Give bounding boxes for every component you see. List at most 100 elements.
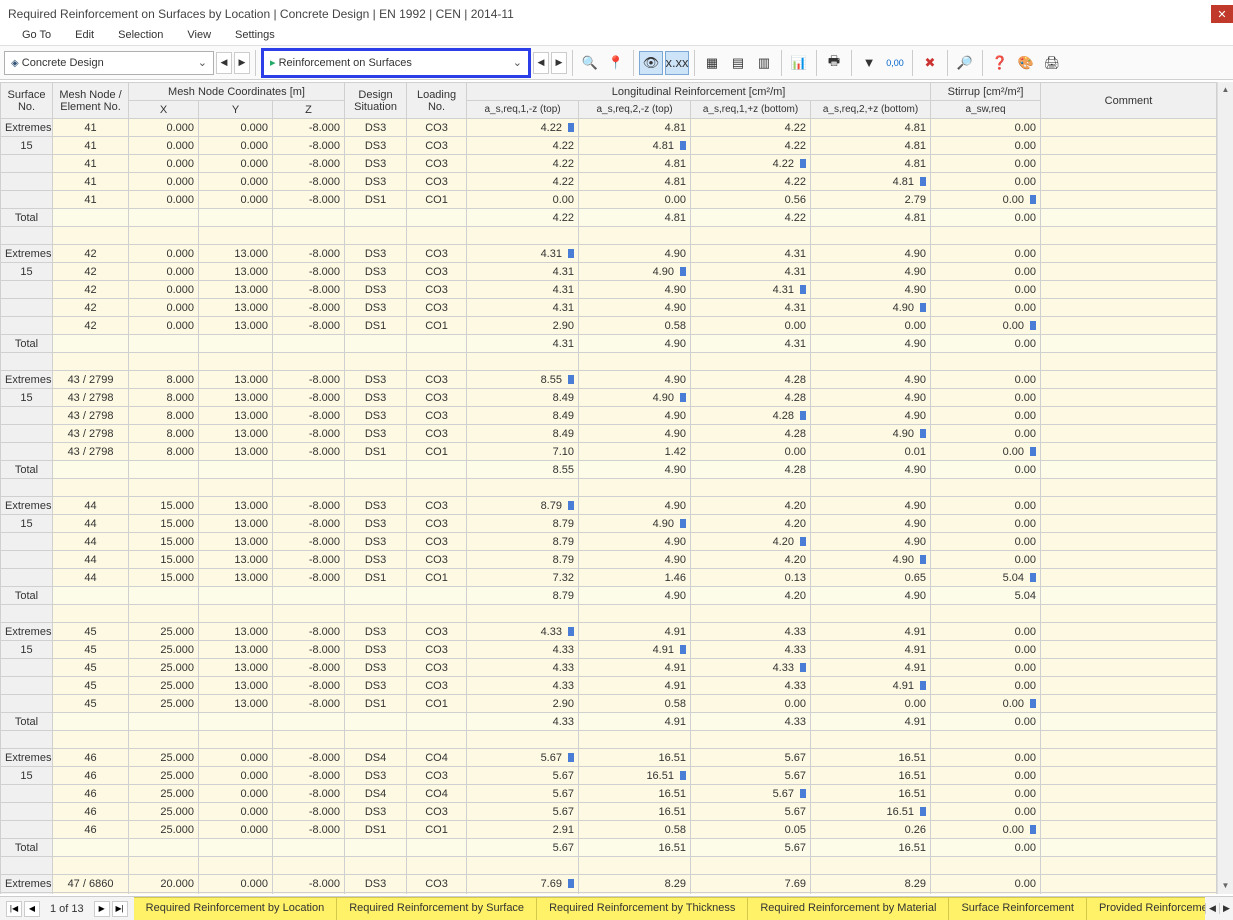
table-row[interactable]: 43 / 2798 8.00013.000-8.000 DS1CO1 7.10 … — [1, 443, 1217, 461]
col-design-sit[interactable]: DesignSituation — [345, 83, 407, 119]
table-row[interactable]: 15 45 25.00013.000-8.000 DS3CO3 4.33 4.9… — [1, 641, 1217, 659]
print-icon[interactable]: 🖨 — [1040, 51, 1064, 75]
menu-edit[interactable]: Edit — [65, 27, 104, 43]
table-row[interactable]: 41 0.0000.000-8.000 DS1CO1 0.00 0.00 0.5… — [1, 191, 1217, 209]
menu-settings[interactable]: Settings — [225, 27, 285, 43]
grid-icon-1[interactable]: ▦ — [700, 51, 724, 75]
filter-icon[interactable]: 🔍 — [578, 51, 602, 75]
tab-scroll-left[interactable]: ◀ — [1205, 903, 1219, 914]
table-row[interactable]: Extremes 45 25.00013.000-8.000 DS3CO3 4.… — [1, 623, 1217, 641]
table-row[interactable]: 15 44 15.00013.000-8.000 DS3CO3 8.79 4.9… — [1, 515, 1217, 533]
col-surface-no[interactable]: SurfaceNo. — [1, 83, 53, 119]
nav-prev-2[interactable]: ◀ — [533, 52, 549, 74]
flag-icon — [680, 141, 686, 150]
table-row[interactable]: 44 15.00013.000-8.000 DS3CO3 8.79 4.90 4… — [1, 551, 1217, 569]
col-y[interactable]: Y — [199, 101, 273, 119]
table-row[interactable]: 44 15.00013.000-8.000 DS3CO3 8.79 4.90 4… — [1, 533, 1217, 551]
col-stirrup[interactable]: Stirrup [cm²/m²] — [931, 83, 1041, 101]
nav-prev-1[interactable]: ◀ — [216, 52, 232, 74]
chart-icon[interactable]: 📊 — [787, 51, 811, 75]
sheet-tab[interactable]: Required Reinforcement by Material — [748, 897, 949, 920]
table-scroll[interactable]: SurfaceNo. Mesh Node /Element No. Mesh N… — [0, 82, 1217, 894]
total-row[interactable]: Total 5.6716.515.6716.51 0.00 — [1, 839, 1217, 857]
col-a4[interactable]: a_s,req,2,+z (bottom) — [811, 101, 931, 119]
total-row[interactable]: Total 4.224.814.224.81 0.00 — [1, 209, 1217, 227]
table-row[interactable]: 15 47 / 7542 20.0000.000-8.000 DS3CO3 6.… — [1, 893, 1217, 895]
page-next[interactable]: ▶ — [94, 901, 110, 917]
table-row[interactable]: 15 43 / 2798 8.00013.000-8.000 DS3CO3 8.… — [1, 389, 1217, 407]
col-coords[interactable]: Mesh Node Coordinates [m] — [129, 83, 345, 101]
vertical-scrollbar[interactable] — [1217, 82, 1233, 894]
sheet-tab[interactable]: Required Reinforcement by Location — [134, 897, 338, 920]
sheet-tab[interactable]: Provided Reinforcement — [1087, 897, 1205, 920]
flag-icon — [800, 159, 806, 168]
table-row[interactable]: 42 0.00013.000-8.000 DS1CO1 2.90 0.58 0.… — [1, 317, 1217, 335]
table-row[interactable]: Extremes 47 / 6860 20.0000.000-8.000 DS3… — [1, 875, 1217, 893]
col-long-reinf[interactable]: Longitudinal Reinforcement [cm²/m] — [467, 83, 931, 101]
table-row[interactable]: 43 / 2798 8.00013.000-8.000 DS3CO3 8.49 … — [1, 407, 1217, 425]
tab-scroll-right[interactable]: ▶ — [1219, 903, 1233, 914]
sheet-tab[interactable]: Required Reinforcement by Thickness — [537, 897, 748, 920]
menu-selection[interactable]: Selection — [108, 27, 173, 43]
close-button[interactable]: ✕ — [1211, 5, 1233, 23]
nav-next-2[interactable]: ▶ — [551, 52, 567, 74]
total-row[interactable]: Total 4.314.904.314.90 0.00 — [1, 335, 1217, 353]
col-a1[interactable]: a_s,req,1,-z (top) — [467, 101, 579, 119]
search-icon[interactable]: 🔎 — [953, 51, 977, 75]
table-row[interactable]: 15 46 25.0000.000-8.000 DS3CO3 5.67 16.5… — [1, 767, 1217, 785]
table-row[interactable]: 45 25.00013.000-8.000 DS1CO1 2.90 0.58 0… — [1, 695, 1217, 713]
colors-icon[interactable]: 🎨 — [1014, 51, 1038, 75]
col-a2[interactable]: a_s,req,2,-z (top) — [579, 101, 691, 119]
total-row[interactable]: Total 4.334.914.334.91 0.00 — [1, 713, 1217, 731]
table-row[interactable]: 45 25.00013.000-8.000 DS3CO3 4.33 4.91 4… — [1, 677, 1217, 695]
table-row[interactable]: 45 25.00013.000-8.000 DS3CO3 4.33 4.91 4… — [1, 659, 1217, 677]
menu-view[interactable]: View — [177, 27, 221, 43]
page-first[interactable]: |◀ — [6, 901, 22, 917]
table-row[interactable]: 41 0.0000.000-8.000 DS3CO3 4.22 4.81 4.2… — [1, 155, 1217, 173]
nav-next-1[interactable]: ▶ — [234, 52, 250, 74]
results-select[interactable]: ▸ Reinforcement on Surfaces⌄ — [261, 48, 531, 78]
page-prev[interactable]: ◀ — [24, 901, 40, 917]
menu-goto[interactable]: Go To — [12, 27, 61, 43]
table-row[interactable]: 15 41 0.0000.000-8.000 DS3CO3 4.22 4.81 … — [1, 137, 1217, 155]
grid-icon-2[interactable]: ▤ — [726, 51, 750, 75]
table-row[interactable]: 43 / 2798 8.00013.000-8.000 DS3CO3 8.49 … — [1, 425, 1217, 443]
table-row[interactable]: Extremes 44 15.00013.000-8.000 DS3CO3 8.… — [1, 497, 1217, 515]
filter-funnel-icon[interactable]: ▼ — [857, 51, 881, 75]
export-icon[interactable]: 🖶 — [822, 51, 846, 75]
table-row[interactable]: 42 0.00013.000-8.000 DS3CO3 4.31 4.90 4.… — [1, 281, 1217, 299]
clear-icon[interactable]: ✖ — [918, 51, 942, 75]
col-z[interactable]: Z — [273, 101, 345, 119]
col-a3[interactable]: a_s,req,1,+z (bottom) — [691, 101, 811, 119]
table-row[interactable]: 42 0.00013.000-8.000 DS3CO3 4.31 4.90 4.… — [1, 299, 1217, 317]
col-asw[interactable]: a_sw,req — [931, 101, 1041, 119]
total-row[interactable]: Total 8.794.904.204.90 5.04 — [1, 587, 1217, 605]
goto-icon[interactable]: 📍 — [604, 51, 628, 75]
page-last[interactable]: ▶| — [112, 901, 128, 917]
table-row[interactable]: Extremes 43 / 2799 8.00013.000-8.000 DS3… — [1, 371, 1217, 389]
tool-icon-1[interactable]: 👁 — [639, 51, 663, 75]
table-row[interactable]: Extremes 46 25.0000.000-8.000 DS4CO4 5.6… — [1, 749, 1217, 767]
col-comment[interactable]: Comment — [1041, 83, 1217, 119]
col-mesh-node[interactable]: Mesh Node /Element No. — [53, 83, 129, 119]
addon-select[interactable]: ◈ Concrete Design⌄ — [4, 51, 214, 75]
col-loading-no[interactable]: LoadingNo. — [407, 83, 467, 119]
flag-icon — [568, 753, 574, 762]
total-row[interactable]: Total 8.554.904.284.90 0.00 — [1, 461, 1217, 479]
table-row[interactable]: 46 25.0000.000-8.000 DS3CO3 5.67 16.51 5… — [1, 803, 1217, 821]
col-x[interactable]: X — [129, 101, 199, 119]
table-row[interactable]: 41 0.0000.000-8.000 DS3CO3 4.22 4.81 4.2… — [1, 173, 1217, 191]
sheet-tab[interactable]: Required Reinforcement by Surface — [337, 897, 537, 920]
help-icon[interactable]: ❓ — [988, 51, 1012, 75]
table-row[interactable]: 44 15.00013.000-8.000 DS1CO1 7.32 1.46 0… — [1, 569, 1217, 587]
table-row[interactable]: Extremes 42 0.00013.000-8.000 DS3CO3 4.3… — [1, 245, 1217, 263]
grid-icon-3[interactable]: ▥ — [752, 51, 776, 75]
table-row[interactable]: 46 25.0000.000-8.000 DS1CO1 2.91 0.58 0.… — [1, 821, 1217, 839]
decimal-icon[interactable]: 0,00 — [883, 51, 907, 75]
sheet-tab[interactable]: Surface Reinforcement — [949, 897, 1087, 920]
table-row[interactable]: 15 42 0.00013.000-8.000 DS3CO3 4.31 4.90… — [1, 263, 1217, 281]
tool-icon-2[interactable]: x.xx — [665, 51, 689, 75]
table-row[interactable]: 46 25.0000.000-8.000 DS4CO4 5.67 16.51 5… — [1, 785, 1217, 803]
flag-icon — [800, 537, 806, 546]
table-row[interactable]: Extremes 41 0.0000.000-8.000 DS3CO3 4.22… — [1, 119, 1217, 137]
